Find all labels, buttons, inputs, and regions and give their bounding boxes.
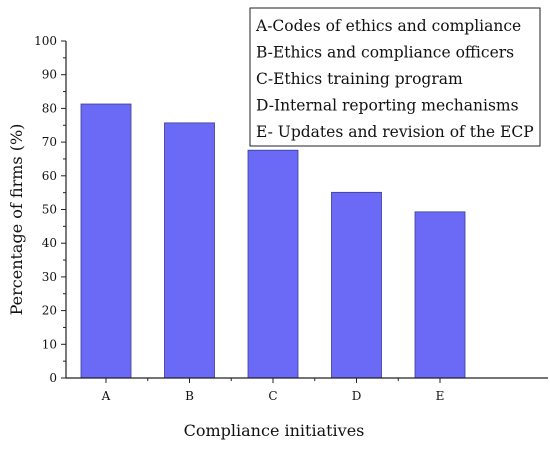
legend-box [249,7,541,147]
legend-entry: C-Ethics training program [256,70,463,88]
y-tick-label: 0 [49,371,57,385]
x-tick-label: A [101,389,111,403]
y-tick-label: 40 [42,236,57,250]
bar-e [414,211,466,379]
legend-entry: A-Codes of ethics and compliance [255,17,521,35]
y-tick-label: 50 [42,203,57,217]
y-tick-label: 80 [42,101,57,115]
x-tick-label: C [268,389,277,403]
y-tick-label: 20 [42,304,57,318]
y-ticks-group: 0 10 20 30 40 50 60 70 80 90 100 [34,34,66,385]
legend-entry: B-Ethics and compliance officers [256,44,514,62]
y-axis-title: Percentage of firms (%) [7,124,26,316]
y-tick-label: 70 [42,135,57,149]
legend-entry: E- Updates and revision of the ECP [256,123,534,141]
x-tick-label: B [185,389,194,403]
y-tick-label: 30 [42,270,57,284]
x-axis-title: Compliance initiatives [184,421,365,440]
y-tick-label: 100 [34,34,57,48]
x-ticks-group: A B C D E [101,378,445,403]
y-tick-label: 90 [42,68,57,82]
legend: A-Codes of ethics and compliance B-Ethics… [249,7,541,147]
bar-b [164,122,215,379]
bars-group [80,103,466,379]
x-tick-label: D [352,389,362,403]
y-tick-label: 60 [42,169,57,183]
bar-c [247,149,299,379]
bar-d [331,191,382,379]
y-tick-label: 10 [42,337,57,351]
legend-entry: D-Internal reporting mechanisms [256,97,519,115]
x-tick-label: E [436,389,445,403]
bar-a [80,103,132,379]
